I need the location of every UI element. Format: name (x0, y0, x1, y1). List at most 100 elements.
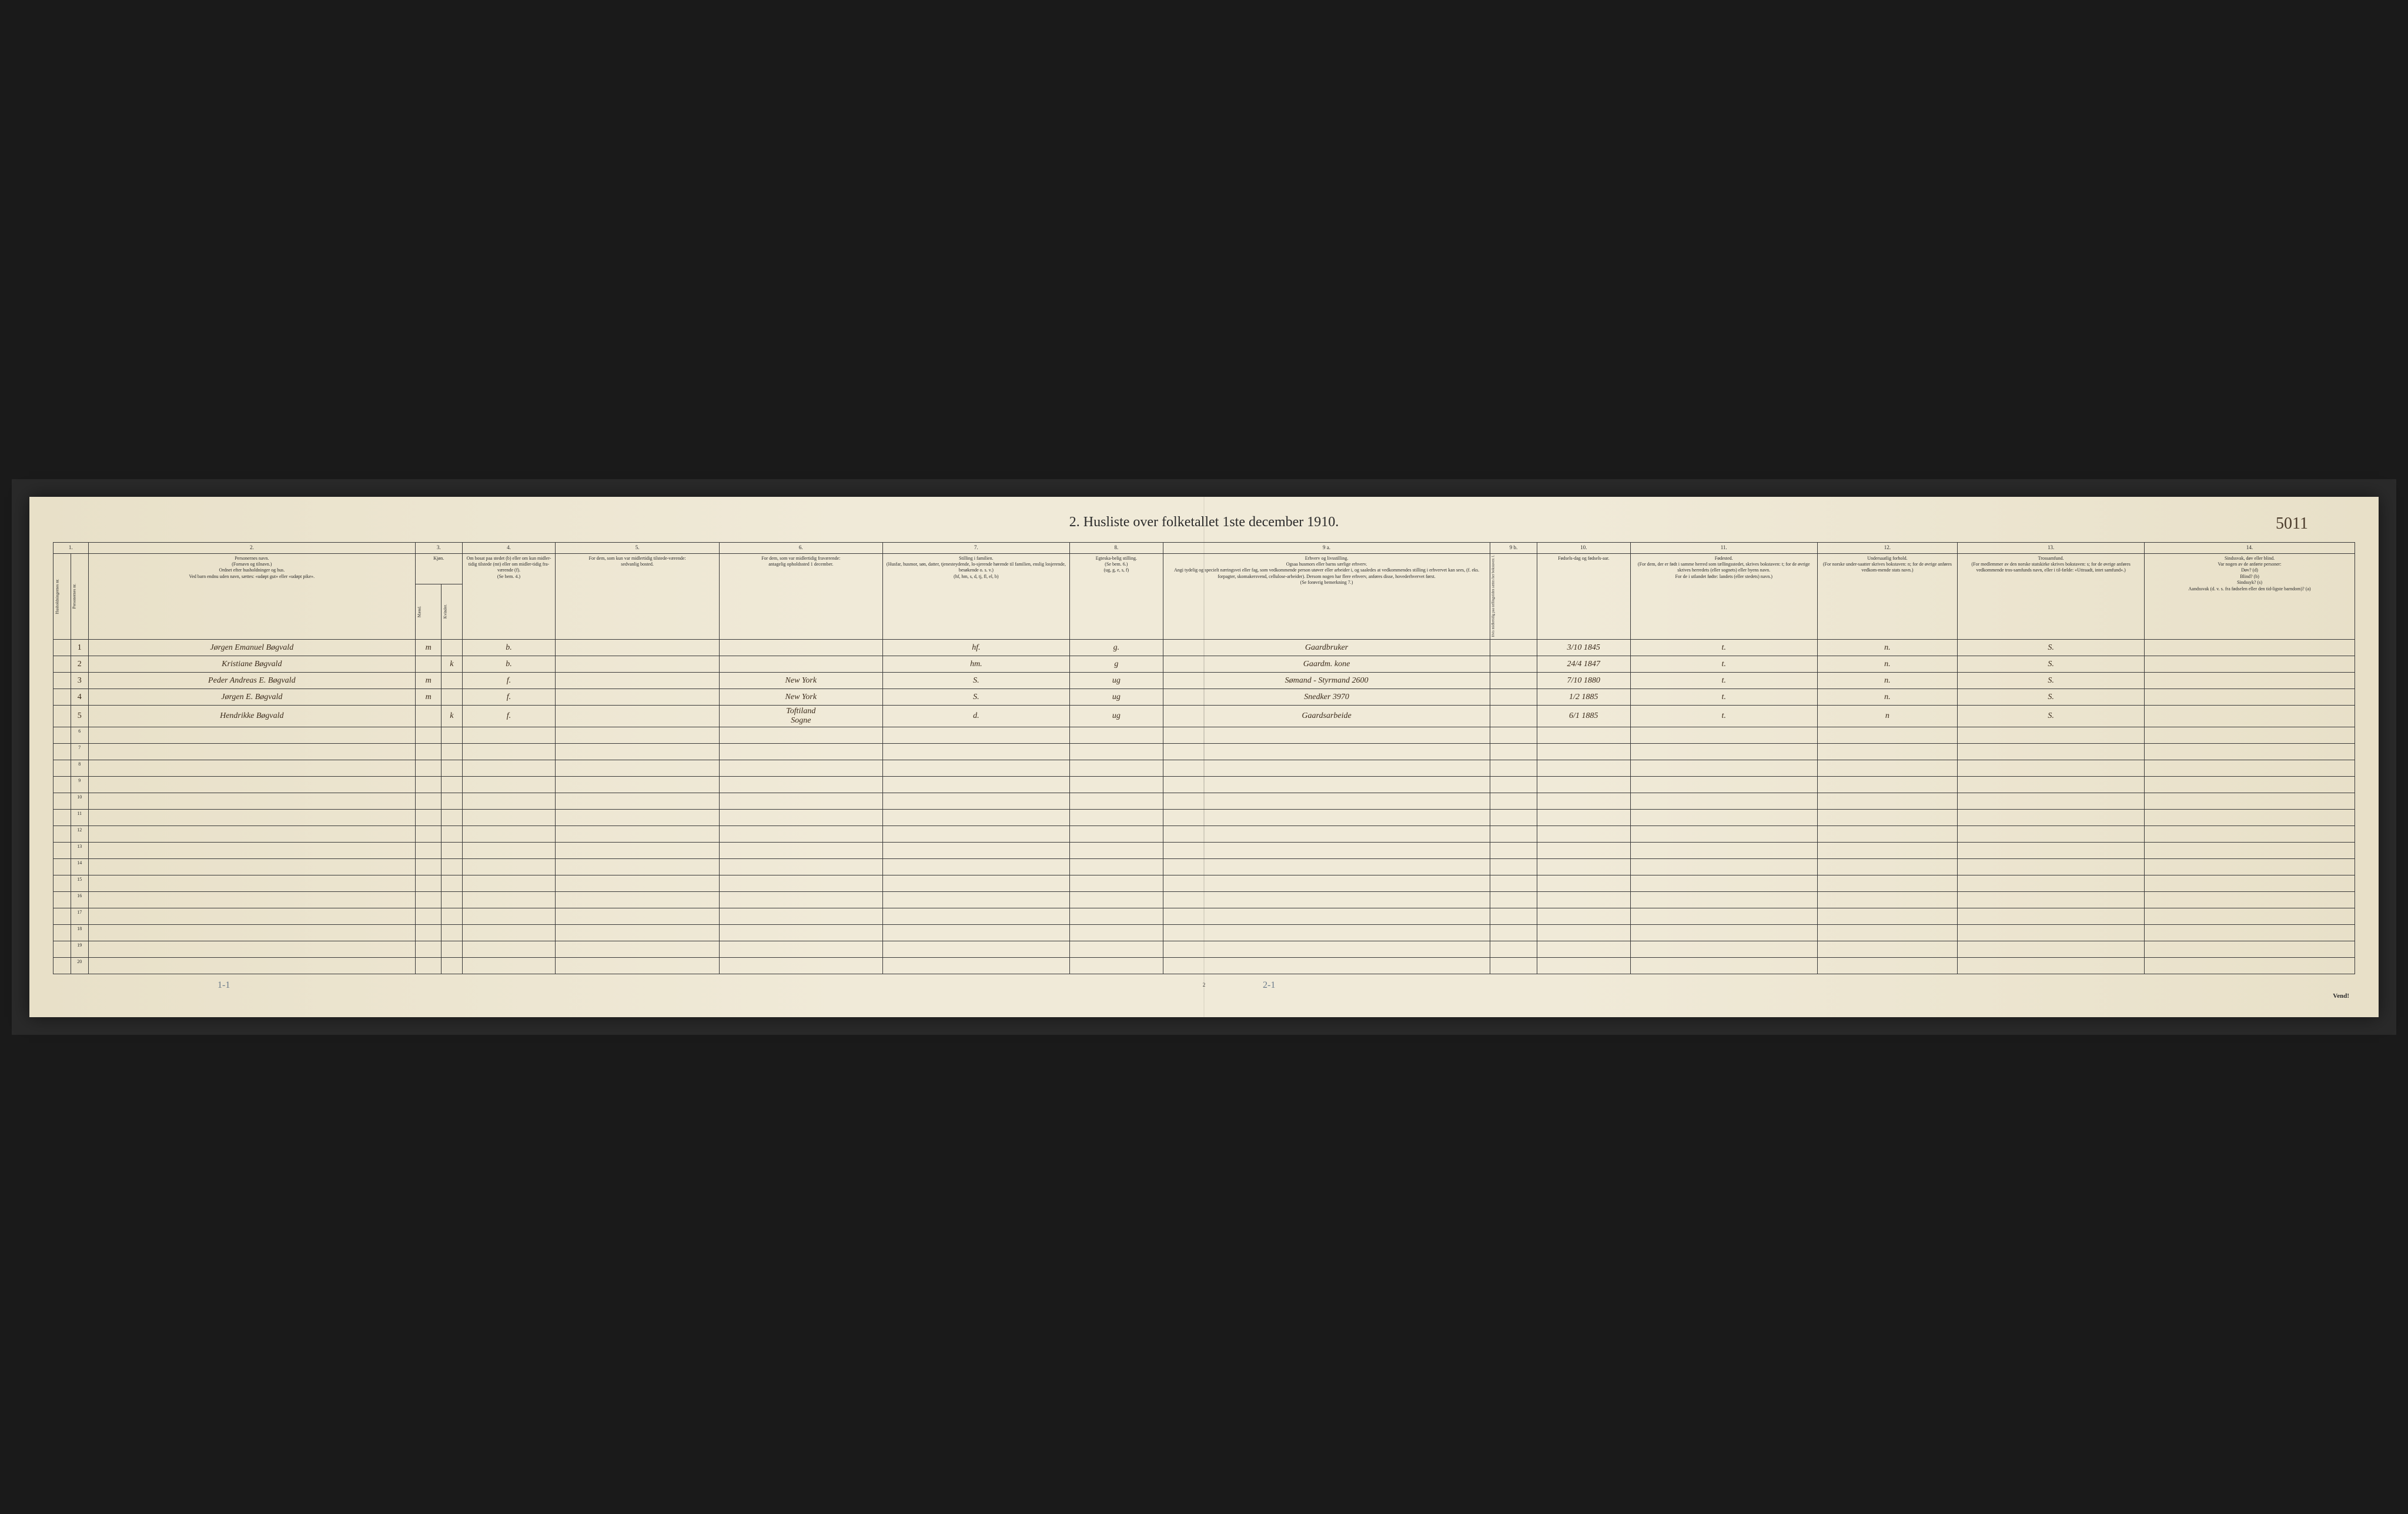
empty-cell (462, 727, 556, 744)
empty-cell (1163, 958, 1490, 974)
empty-cell (719, 826, 882, 843)
table-row: 11 (53, 810, 2355, 826)
empty-cell (2145, 908, 2355, 925)
empty-cell: 12 (71, 826, 88, 843)
subheader-female: Kvinder. (442, 584, 462, 639)
empty-cell (1163, 892, 1490, 908)
empty-cell (462, 875, 556, 892)
cell-away-place: Toftiland Sogne (719, 706, 882, 727)
empty-cell (416, 777, 442, 793)
empty-cell (882, 810, 1069, 826)
empty-cell (719, 810, 882, 826)
empty-cell (88, 793, 415, 810)
empty-cell (1069, 941, 1163, 958)
empty-cell (1163, 941, 1490, 958)
empty-cell (442, 777, 462, 793)
cell-temp (1490, 689, 1537, 706)
empty-cell (1490, 826, 1537, 843)
empty-cell: 18 (71, 925, 88, 941)
empty-cell (1630, 859, 1817, 875)
empty-cell (462, 859, 556, 875)
empty-cell (2145, 843, 2355, 859)
empty-cell (1537, 925, 1630, 941)
census-table: 1. 2. 3. 4. 5. 6. 7. 8. 9 a. 9 b. 10. 11… (53, 542, 2355, 974)
empty-cell (1490, 727, 1537, 744)
empty-cell (1069, 810, 1163, 826)
col-num-4: 4. (462, 542, 556, 553)
empty-cell (882, 777, 1069, 793)
empty-cell (556, 843, 719, 859)
empty-cell (1817, 875, 1957, 892)
empty-cell (53, 777, 71, 793)
empty-cell: 8 (71, 760, 88, 777)
header-religion: Trossamfund. (For medlemmer av den norsk… (1958, 553, 2145, 639)
empty-cell (1490, 892, 1537, 908)
bottom-annotation-left: 1-1 (218, 980, 230, 991)
cell-residence: b. (462, 640, 556, 656)
empty-cell (1163, 727, 1490, 744)
cell-sex-m: m (416, 640, 442, 656)
cell-occupation: Gaardbruker (1163, 640, 1490, 656)
empty-cell (1069, 744, 1163, 760)
table-row: 17 (53, 908, 2355, 925)
header-residence: Om bosat paa stedet (b) eller om kun mid… (462, 553, 556, 639)
empty-cell (1490, 875, 1537, 892)
empty-cell (1163, 908, 1490, 925)
table-row: 2Kristiane Bøgvaldkb.hm.gGaardm. kone24/… (53, 656, 2355, 673)
empty-cell: 7 (71, 744, 88, 760)
empty-cell (1537, 826, 1630, 843)
cell-nationality: n. (1817, 689, 1957, 706)
empty-cell (416, 908, 442, 925)
cell-usual-place (556, 640, 719, 656)
cell-residence: f. (462, 689, 556, 706)
empty-cell (1163, 925, 1490, 941)
document-title: 2. Husliste over folketallet 1ste decemb… (53, 514, 2355, 530)
empty-cell (1537, 941, 1630, 958)
cell-residence: b. (462, 656, 556, 673)
col-num-12: 12. (1817, 542, 1957, 553)
empty-cell (882, 843, 1069, 859)
handwritten-page-number: 5011 (2276, 514, 2308, 533)
empty-cell (1630, 941, 1817, 958)
cell-birthplace: t. (1630, 673, 1817, 689)
empty-cell (1958, 892, 2145, 908)
empty-cell (1817, 941, 1957, 958)
empty-cell (1817, 908, 1957, 925)
header-family-position: Stilling i familien. (Husfar, husmor, sø… (882, 553, 1069, 639)
cell-birthplace: t. (1630, 656, 1817, 673)
table-row: 12 (53, 826, 2355, 843)
col-num-6: 6. (719, 542, 882, 553)
empty-cell: 17 (71, 908, 88, 925)
table-row: 13 (53, 843, 2355, 859)
empty-cell (1958, 727, 2145, 744)
cell-usual-place (556, 706, 719, 727)
table-row: 4Jørgen E. Bøgvaldmf.New YorkS.ugSnedker… (53, 689, 2355, 706)
page-container: 5011 2. Husliste over folketallet 1ste d… (12, 479, 2396, 1035)
empty-cell (1817, 925, 1957, 941)
empty-cell (556, 925, 719, 941)
empty-cell (88, 760, 415, 777)
cell-marital: g (1069, 656, 1163, 673)
empty-cell (556, 760, 719, 777)
empty-cell (1163, 843, 1490, 859)
cell-temp (1490, 640, 1537, 656)
col-num-11: 11. (1630, 542, 1817, 553)
cell-sex-k: k (442, 656, 462, 673)
cell-religion: S. (1958, 706, 2145, 727)
empty-cell (556, 875, 719, 892)
header-disability: Sindssvak, døv eller blind. Var nogen av… (2145, 553, 2355, 639)
cell-sex-k (442, 640, 462, 656)
empty-cell (462, 941, 556, 958)
empty-cell (442, 744, 462, 760)
empty-cell (1537, 908, 1630, 925)
empty-cell (556, 727, 719, 744)
empty-cell (1817, 810, 1957, 826)
cell-birthplace: t. (1630, 706, 1817, 727)
header-occupation: Erhverv og livsstilling. Ogsaa husmors e… (1163, 553, 1490, 639)
empty-cell (1958, 941, 2145, 958)
empty-cell (53, 744, 71, 760)
empty-cell (53, 859, 71, 875)
empty-cell (1958, 908, 2145, 925)
header-household-num: Husholdningernes nr. (53, 553, 71, 639)
empty-cell (1163, 777, 1490, 793)
